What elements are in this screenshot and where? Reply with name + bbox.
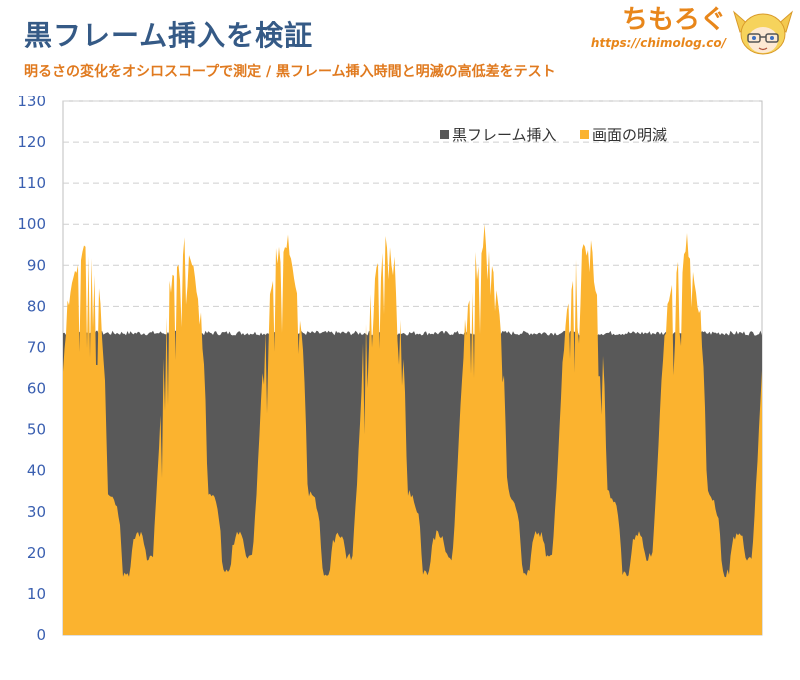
y-tick-label: 30	[27, 503, 46, 521]
series-flicker-area	[63, 224, 762, 635]
y-tick-label: 60	[27, 380, 46, 398]
legend-swatch	[580, 130, 589, 139]
y-tick-label: 40	[27, 462, 46, 480]
y-tick-label: 130	[17, 96, 46, 110]
y-tick-label: 90	[27, 256, 46, 274]
brand-url: https://chimolog.co/	[590, 36, 726, 50]
y-tick-label: 50	[27, 421, 46, 439]
legend-label: 画面の明滅	[592, 126, 667, 144]
y-tick-label: 110	[17, 174, 46, 192]
chart-title: 黒フレーム挿入を検証	[24, 19, 314, 52]
chart-area: 0 10 20 30 40 50 60 70 80 90 100 110 120 130 黒フレーム挿入 画面…	[0, 96, 800, 680]
legend-label: 黒フレーム挿入	[452, 126, 557, 144]
chart-subtitle: 明るさの変化をオシロスコープで測定 / 黒フレーム挿入時間と明滅の高低差をテスト	[24, 64, 556, 80]
mascot-icon	[733, 10, 793, 55]
y-tick-label: 80	[27, 297, 46, 315]
y-tick-label: 10	[27, 585, 46, 603]
flicker-chart: 0 10 20 30 40 50 60 70 80 90 100 110 120 130 黒フレーム挿入 画面…	[17, 96, 763, 644]
brand-name: ちもろぐ	[621, 5, 726, 35]
y-tick-label: 70	[27, 338, 46, 356]
y-tick-label: 100	[17, 215, 46, 233]
y-tick-label: 120	[17, 133, 46, 151]
brand-logo[interactable]: ちもろぐ https://chimolog.co/	[591, 4, 726, 50]
legend-swatch	[440, 130, 449, 139]
y-tick-label: 20	[27, 544, 46, 562]
y-tick-label: 0	[36, 626, 46, 644]
